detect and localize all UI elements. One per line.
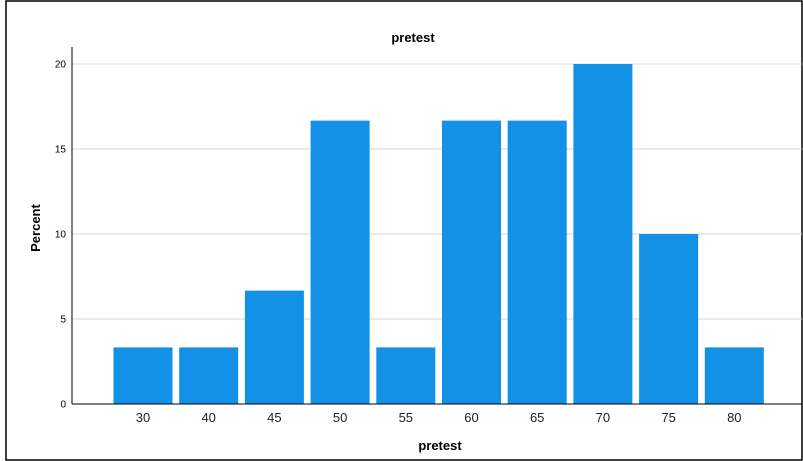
bars [113,64,764,405]
bar [310,120,370,405]
bar [442,120,501,405]
y-tick-label: 10 [55,230,67,241]
bar [376,347,436,404]
bar [179,347,239,404]
axes [71,47,802,405]
x-tick-label: 45 [267,410,281,425]
x-tick-label: 70 [596,410,610,425]
y-tick-label: 5 [60,315,66,326]
x-tick-label: 50 [333,410,347,425]
x-axis-label: pretest [418,438,462,453]
bar [573,64,633,404]
y-tick-labels: 0 5 10 15 20 [55,60,67,411]
y-tick-label: 0 [60,400,66,411]
chart-title: pretest [391,30,435,45]
x-tick-label: 60 [464,410,478,425]
y-axis-label: Percent [28,203,43,251]
x-tick-label: 75 [661,410,675,425]
x-tick-label: 65 [530,410,544,425]
x-tick-label: 80 [727,410,741,425]
y-tick-label: 20 [55,60,67,71]
y-tick-label: 15 [55,145,67,156]
bar [507,120,567,405]
x-tick-label: 40 [201,410,215,425]
x-tick-label: 55 [399,410,413,425]
x-tick-labels: 30 40 45 50 55 60 65 70 75 80 [136,410,742,425]
bar [639,234,699,404]
bar [113,347,173,404]
bar [704,347,764,404]
x-tick-label: 30 [136,410,150,425]
bar [244,290,304,404]
